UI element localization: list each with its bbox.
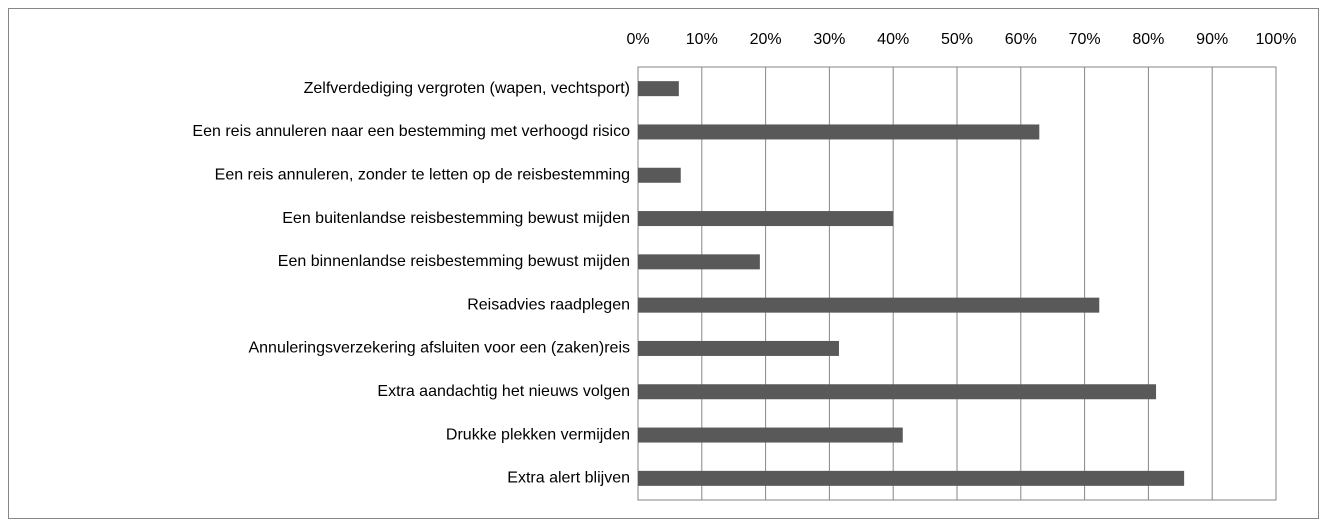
y-tick-label: Reisadvies raadplegen: [467, 296, 630, 313]
y-tick-label: Een reis annuleren, zonder te letten op …: [215, 166, 630, 183]
x-tick-label: 90%: [1196, 31, 1228, 48]
y-tick-label: Extra aandachtig het nieuws volgen: [377, 383, 630, 400]
y-tick-label: Drukke plekken vermijden: [446, 426, 630, 443]
x-tick-label: 80%: [1132, 31, 1164, 48]
bar: [638, 254, 760, 270]
y-tick-label: Een reis annuleren naar een bestemming m…: [192, 123, 630, 140]
plot-border: [637, 66, 1277, 501]
x-tick-label: 20%: [750, 31, 782, 48]
x-tick-label: 0%: [626, 31, 649, 48]
y-tick-label: Extra alert blijven: [507, 470, 630, 487]
x-tick-label: 30%: [813, 31, 845, 48]
x-tick-label: 50%: [941, 31, 973, 48]
bar: [638, 470, 1185, 486]
y-tick-label: Annuleringsverzekering afsluiten voor ee…: [248, 340, 630, 357]
x-tick-label: 60%: [1005, 31, 1037, 48]
x-tick-label: 10%: [686, 31, 718, 48]
y-tick-label: Een binnenlandse reisbestemming bewust m…: [278, 253, 630, 270]
y-tick-label: Een buitenlandse reisbestemming bewust m…: [282, 210, 630, 227]
bar: [638, 211, 894, 227]
y-tick-label: Zelfverdediging vergroten (wapen, vechts…: [304, 80, 630, 97]
bar: [638, 167, 681, 183]
x-tick-label: 70%: [1069, 31, 1101, 48]
bar: [638, 81, 679, 97]
x-tick-label: 100%: [1256, 31, 1297, 48]
bar: [638, 427, 903, 443]
bar: [638, 124, 1040, 140]
bar: [638, 340, 839, 356]
bar: [638, 297, 1100, 313]
bar: [638, 384, 1157, 400]
x-tick-label: 40%: [877, 31, 909, 48]
